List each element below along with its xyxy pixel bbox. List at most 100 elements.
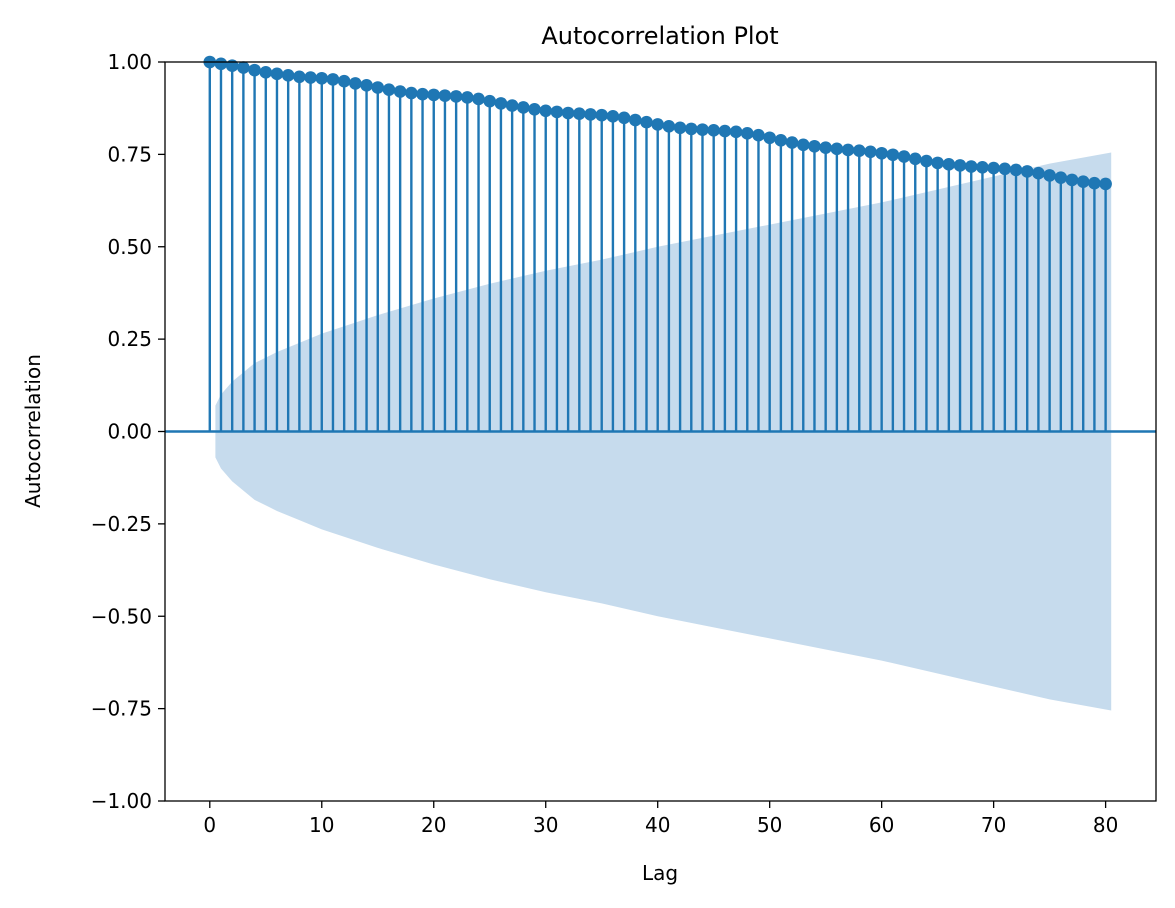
marker-lag-45 [707, 124, 720, 137]
marker-lag-20 [427, 88, 441, 102]
x-tick-label: 70 [981, 813, 1006, 837]
marker-lag-77 [1065, 173, 1079, 187]
marker-lag-21 [438, 89, 452, 102]
y-tick-label: 1.00 [107, 50, 152, 74]
marker-lag-41 [662, 119, 676, 133]
x-tick-label: 50 [757, 813, 782, 837]
marker-lag-13 [349, 77, 362, 90]
marker-lag-28 [517, 101, 530, 114]
y-tick-label: 0.75 [107, 142, 152, 166]
x-tick-label: 40 [645, 813, 670, 837]
marker-lag-42 [673, 121, 687, 135]
marker-lag-48 [740, 127, 754, 140]
y-tick-label: −0.50 [91, 604, 152, 628]
marker-lag-22 [449, 90, 463, 103]
marker-lag-17 [393, 85, 407, 98]
y-axis-ticks: −1.00 −0.75 −0.50 −0.25 0.00 0.25 0.50 0.75 1.00 [91, 50, 165, 813]
chart-title: Autocorrelation Plot [541, 22, 778, 50]
y-tick-label: 0.00 [107, 420, 152, 444]
x-tick-label: 0 [203, 813, 216, 837]
marker-lag-75 [1043, 169, 1056, 182]
y-tick-label: 0.25 [107, 327, 152, 351]
marker-lag-59 [864, 145, 877, 159]
y-axis-label: Autocorrelation [21, 354, 45, 508]
marker-lag-74 [1032, 166, 1045, 180]
marker-lag-66 [942, 158, 956, 171]
marker-lag-80 [1099, 177, 1112, 191]
marker-lag-71 [998, 162, 1012, 176]
marker-lag-57 [841, 143, 855, 157]
marker-lag-4 [248, 63, 261, 77]
marker-lag-47 [729, 125, 743, 139]
x-tick-label: 60 [869, 813, 894, 837]
marker-lag-56 [830, 142, 844, 156]
marker-lag-1 [214, 57, 228, 71]
marker-lag-50 [763, 131, 776, 145]
marker-lag-61 [886, 148, 900, 162]
marker-lag-51 [774, 134, 788, 147]
marker-lag-68 [964, 160, 978, 173]
marker-layer [203, 55, 1112, 191]
marker-lag-19 [416, 87, 429, 101]
x-tick-label: 80 [1093, 813, 1118, 837]
marker-lag-46 [718, 124, 732, 138]
marker-lag-15 [371, 81, 385, 94]
marker-lag-35 [595, 108, 609, 122]
marker-lag-12 [337, 74, 351, 88]
x-tick-label: 20 [421, 813, 446, 837]
marker-lag-27 [505, 99, 519, 112]
marker-lag-6 [270, 67, 284, 81]
marker-lag-60 [875, 146, 888, 160]
marker-lag-49 [752, 128, 765, 142]
marker-lag-64 [920, 154, 933, 168]
x-axis-ticks: 0 10 20 30 40 50 60 70 80 [203, 801, 1118, 837]
marker-lag-43 [684, 122, 698, 136]
marker-lag-32 [561, 106, 575, 120]
marker-lag-70 [987, 161, 1000, 175]
marker-lag-38 [629, 113, 642, 127]
marker-lag-37 [617, 111, 631, 125]
x-tick-label: 30 [533, 813, 558, 837]
marker-lag-25 [483, 94, 497, 108]
marker-lag-23 [461, 91, 474, 104]
marker-lag-9 [304, 71, 317, 84]
marker-lag-79 [1088, 176, 1101, 190]
marker-lag-40 [651, 118, 665, 131]
marker-lag-52 [785, 136, 799, 149]
y-tick-label: −0.25 [91, 512, 152, 536]
marker-lag-76 [1054, 171, 1068, 184]
marker-lag-65 [931, 156, 944, 170]
marker-lag-55 [819, 141, 832, 155]
x-tick-label: 10 [309, 813, 334, 837]
stem-layer [208, 62, 1107, 432]
marker-lag-73 [1020, 165, 1034, 178]
marker-lag-63 [908, 152, 922, 166]
marker-lag-78 [1076, 175, 1090, 189]
marker-lag-39 [640, 115, 653, 129]
marker-lag-69 [976, 161, 989, 174]
marker-lag-29 [528, 102, 541, 116]
marker-lag-34 [584, 108, 597, 121]
y-tick-label: −0.75 [91, 697, 152, 721]
marker-lag-18 [405, 86, 418, 100]
marker-lag-72 [1009, 163, 1023, 177]
y-tick-label: −1.00 [91, 789, 152, 813]
marker-lag-8 [293, 70, 306, 84]
marker-lag-3 [237, 61, 250, 74]
marker-lag-5 [259, 66, 273, 79]
y-tick-label: 0.50 [107, 235, 152, 259]
marker-lag-16 [382, 83, 396, 97]
marker-lag-7 [281, 69, 295, 82]
marker-lag-58 [852, 144, 866, 157]
marker-lag-24 [472, 92, 485, 106]
marker-lag-62 [897, 150, 911, 163]
x-axis-label: Lag [642, 861, 678, 885]
marker-lag-30 [539, 104, 553, 118]
marker-lag-14 [360, 78, 373, 92]
marker-lag-44 [696, 123, 709, 136]
marker-lag-67 [953, 159, 967, 172]
marker-lag-36 [606, 110, 620, 123]
marker-lag-11 [326, 73, 340, 86]
marker-lag-2 [225, 59, 239, 72]
